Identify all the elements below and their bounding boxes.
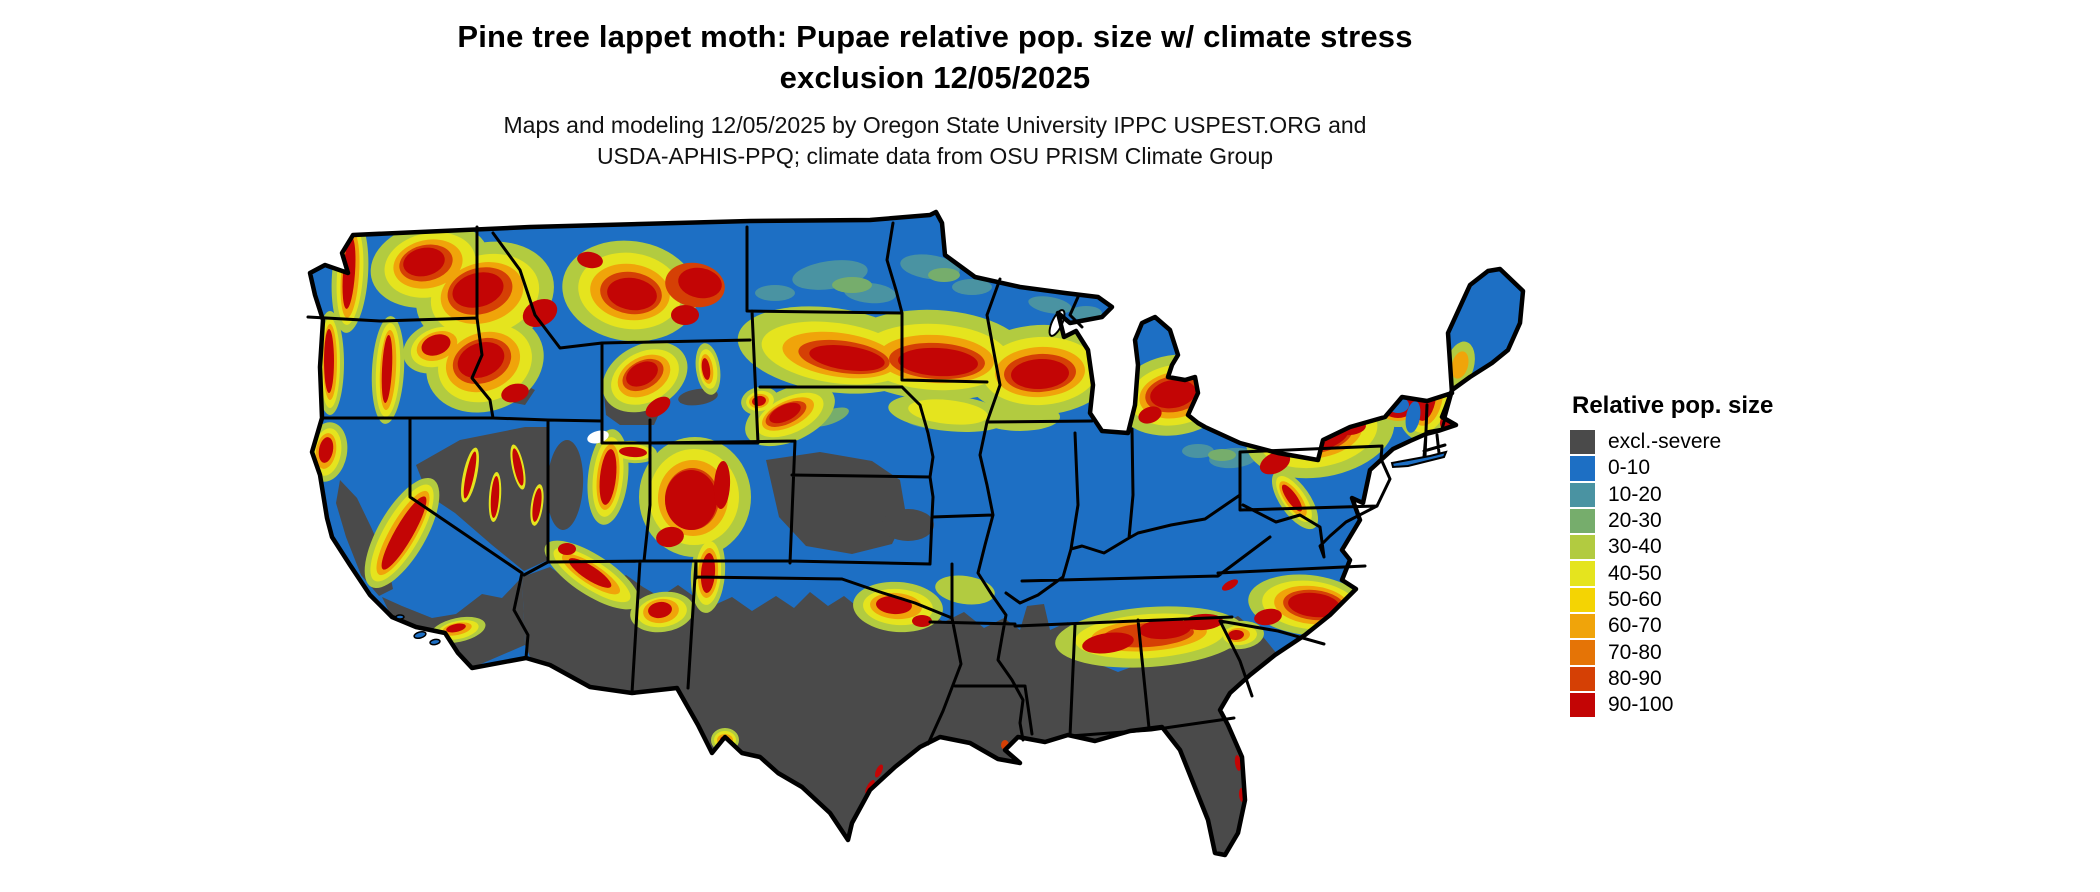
legend-rows: excl.-severe 0-10 10-20 20-30 30-40 40-50 50-6… [1570, 430, 1880, 718]
legend-item: 90-100 [1570, 692, 1880, 718]
raster-layer [310, 212, 1523, 855]
header: Pine tree lappet moth: Pupae relative po… [0, 16, 1870, 172]
us-conus-map [230, 165, 1560, 890]
legend-item: 0-10 [1570, 456, 1880, 481]
legend-label: 0-10 [1608, 456, 1651, 480]
legend-label: 30-40 [1608, 535, 1662, 559]
state-borders [306, 221, 1454, 746]
legend-item: 40-50 [1570, 561, 1880, 586]
legend-label: 10-20 [1608, 482, 1662, 506]
legend-swatch [1570, 692, 1595, 718]
legend-swatch [1570, 508, 1595, 534]
legend-item: 50-60 [1570, 587, 1880, 613]
offshore-islands [395, 450, 1448, 646]
legend-swatch [1570, 430, 1595, 455]
legend-title: Relative pop. size [1572, 392, 1774, 419]
legend-swatch [1570, 666, 1595, 691]
legend-label: 80-90 [1608, 666, 1662, 690]
legend-swatch [1570, 535, 1595, 560]
legend-item: 10-20 [1570, 482, 1880, 507]
legend-label: 90-100 [1608, 693, 1674, 717]
legend-label: 70-80 [1608, 640, 1662, 664]
long-island [1390, 450, 1448, 469]
legend-label: 20-30 [1608, 509, 1662, 533]
map-subtitle-line2: USDA-APHIS-PPQ; climate data from OSU PR… [596, 143, 1274, 169]
legend-label: 40-50 [1608, 561, 1662, 585]
legend-swatch [1570, 614, 1595, 639]
us-map-svg [306, 209, 1526, 858]
map-title-line1: Pine tree lappet moth: Pupae relative po… [457, 19, 1413, 54]
map-subtitle-line1: Maps and modeling 12/05/2025 by Oregon S… [503, 112, 1367, 138]
legend-swatch [1570, 561, 1595, 586]
legend-swatch [1570, 482, 1595, 507]
legend-label: 50-60 [1608, 587, 1662, 611]
legend-item: 70-80 [1570, 640, 1880, 665]
us-outline [307, 209, 1526, 858]
legend-swatch [1570, 640, 1595, 665]
legend-label: excl.-severe [1608, 430, 1722, 454]
map-subtitle: Maps and modeling 12/05/2025 by Oregon S… [0, 110, 1870, 172]
legend-item: 20-30 [1570, 508, 1880, 534]
legend-item: 30-40 [1570, 535, 1880, 560]
legend-item: excl.-severe [1570, 430, 1880, 455]
legend-label: 60-70 [1608, 614, 1662, 638]
legend-swatch [1570, 456, 1595, 481]
legend-item: 60-70 [1570, 614, 1880, 639]
legend: Relative pop. size excl.-severe 0-10 10-20… [1570, 392, 1880, 719]
legend-item: 80-90 [1570, 666, 1880, 691]
legend-swatch [1570, 587, 1595, 613]
map-title-line2: exclusion 12/05/2025 [779, 60, 1091, 95]
